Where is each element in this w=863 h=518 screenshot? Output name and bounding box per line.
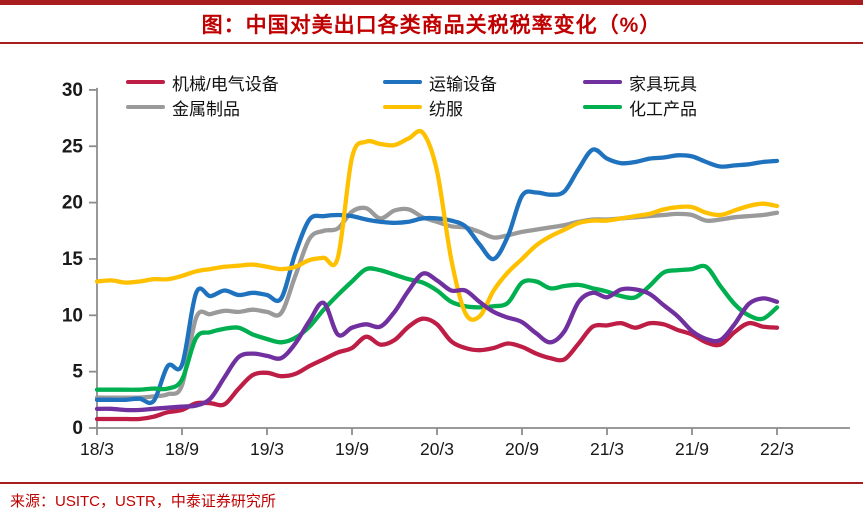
legend-item-金属制品: 金属制品 — [126, 97, 240, 119]
x-tick-label: 19/9 — [335, 439, 369, 459]
series-line-纺服 — [94, 128, 780, 322]
x-tick-label: 21/9 — [675, 439, 709, 459]
x-tick-label: 20/9 — [505, 439, 539, 459]
y-tick-label: 25 — [62, 136, 84, 157]
legend-item-机械/电气设备: 机械/电气设备 — [126, 72, 279, 94]
legend-label: 纺服 — [429, 99, 463, 119]
series-line-运输设备 — [94, 147, 780, 406]
series-line-家具玩具 — [94, 271, 780, 413]
legend-label: 家具玩具 — [629, 74, 697, 94]
legend-swatch-icon — [383, 105, 422, 109]
legend-swatch-icon — [583, 80, 622, 84]
legend-swatch-icon — [383, 80, 422, 84]
x-tick-label: 18/9 — [165, 439, 199, 459]
y-tick-label: 30 — [62, 80, 83, 101]
figure-title: 图：中国对美出口各类商品关税税率变化（%） — [201, 14, 662, 37]
x-tick-label: 22/3 — [760, 439, 794, 459]
legend-item-纺服: 纺服 — [383, 97, 463, 119]
series-line-机械/电气设备 — [94, 316, 780, 422]
legend-swatch-icon — [126, 80, 165, 84]
legend-label: 机械/电气设备 — [172, 74, 279, 94]
legend-swatch-icon — [583, 105, 622, 109]
x-tick-label: 19/3 — [250, 439, 284, 459]
y-tick-label: 0 — [72, 418, 83, 439]
source-note: 来源：USITC，USTR，中泰证券研究所 — [10, 493, 276, 510]
top-rule — [0, 0, 863, 5]
legend-swatch-icon — [126, 105, 165, 109]
legend-label: 金属制品 — [172, 99, 240, 119]
legend-label: 化工产品 — [629, 99, 697, 119]
y-tick-label: 20 — [62, 193, 83, 214]
y-tick-label: 15 — [62, 249, 84, 270]
legend-item-运输设备: 运输设备 — [383, 72, 497, 94]
y-tick-label: 10 — [62, 305, 83, 326]
footer-divider — [0, 482, 863, 484]
legend-item-化工产品: 化工产品 — [583, 97, 697, 119]
tariff-line-chart: 0 5 10 15 20 25 30 18/3 18/9 19/3 19/9 20/3 20/9 21/3… — [0, 48, 863, 468]
x-tick-label: 18/3 — [80, 439, 114, 459]
title-divider — [0, 42, 863, 44]
series-line-金属制品 — [94, 205, 780, 400]
axes — [89, 87, 850, 435]
x-tick-label: 21/3 — [590, 439, 624, 459]
y-tick-label: 5 — [72, 362, 83, 383]
tick-labels: 0 5 10 15 20 25 30 18/3 18/9 19/3 19/9 20/3 20/9 21/3… — [62, 80, 794, 459]
series-line-化工产品 — [94, 263, 780, 392]
chart-canvas: 0 5 10 15 20 25 30 18/3 18/9 19/3 19/9 20/3 20/9 21/3… — [62, 80, 850, 459]
x-tick-label: 20/3 — [420, 439, 454, 459]
legend-item-家具玩具: 家具玩具 — [583, 72, 697, 94]
legend-label: 运输设备 — [429, 74, 497, 94]
